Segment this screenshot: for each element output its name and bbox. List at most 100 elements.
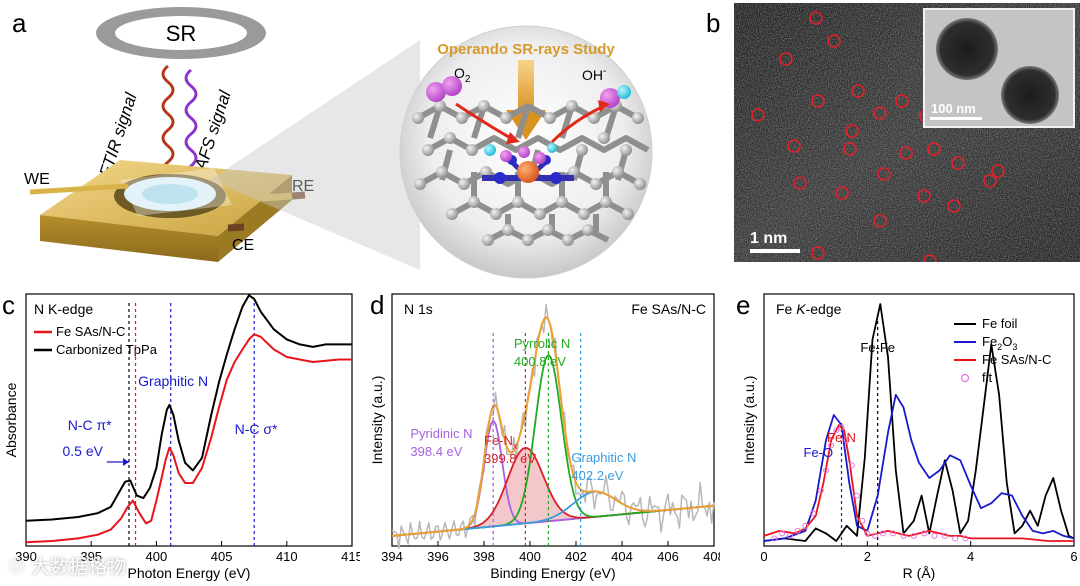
plot-frame — [25, 293, 353, 547]
panel-letter-b: b — [706, 8, 721, 38]
x-tick-label: 408 — [703, 549, 720, 564]
chart-e-fit-point — [817, 487, 824, 494]
chart-e-fit-point — [833, 427, 840, 434]
chart-e-fit-point — [864, 530, 871, 537]
legend-label-sub: 3 — [1012, 342, 1017, 352]
chart-d-peak-name: Graphitic N — [571, 450, 636, 465]
main-scale-label: 1 nm — [750, 230, 787, 247]
chart-e-fit-point — [872, 532, 879, 539]
x-axis-label: R (Å) — [903, 565, 936, 581]
inset-scale-label: 100 nm — [931, 101, 976, 116]
intermediate-molecules — [484, 143, 557, 164]
tem-image: 100 nm 1 nm — [734, 3, 1080, 262]
x-tick-label: 395 — [80, 549, 102, 564]
x-tick-label: 415 — [341, 549, 360, 564]
chart-e-fit-point — [779, 530, 786, 537]
re-label: RE — [292, 178, 314, 195]
chart-e-title-italic: K — [796, 301, 806, 317]
x-tick-label: 4 — [967, 549, 974, 564]
chart-d-peak-name-sub: x — [513, 441, 518, 451]
panel-letter-e: e — [736, 290, 751, 320]
y-axis-label: Absorbance — [3, 382, 19, 457]
chart-e-annotation-fe-n: Fe-N — [827, 430, 856, 445]
x-tick-label: 0 — [760, 549, 767, 564]
watermark-icon: ☉ — [8, 556, 26, 578]
ftir-wave — [161, 64, 175, 189]
x-tick-label: 6 — [1070, 549, 1077, 564]
x-tick-label: 400 — [519, 549, 541, 564]
scale-bar — [750, 249, 800, 253]
chart-c-annotation-nc-sigma: N-C σ* — [235, 421, 278, 437]
chart-e-fit-point — [771, 535, 778, 542]
chart-e-fit-point — [794, 527, 801, 534]
x-tick-label: 405 — [211, 549, 233, 564]
chart-e-fit-point — [879, 530, 886, 537]
chart-e-fit-point — [854, 492, 860, 499]
reaction-arrow-out — [550, 104, 605, 144]
sr-arrow — [506, 110, 546, 140]
ce-label: CE — [232, 237, 254, 254]
chart-e-series-line — [763, 424, 1074, 542]
chart-d-peak-name: Fe-Nx — [484, 433, 518, 451]
legend-label-rest: O — [1002, 334, 1012, 349]
chart-d: 394 396 398 400 402 404 406 408 Binding Energy (… — [369, 293, 720, 581]
panel-letter-c: c — [2, 290, 15, 320]
chart-c: 390 395 400 405 410 415 Photon Energy (eV) Abso… — [3, 293, 360, 581]
chart-c-annotation-graphitic: Graphitic N — [138, 373, 208, 389]
legend-label: Fe SAs/N-C — [56, 324, 125, 339]
chart-d-peak-value: 402.2 eV — [571, 468, 623, 483]
x-tick-label: 398 — [473, 549, 495, 564]
chart-d-peak-name: Pyridinic N — [410, 426, 472, 441]
chart-e-fit-point — [838, 424, 845, 431]
chart-d-raw-line — [391, 303, 715, 550]
chart-e: 0 2 4 6 R (Å) Intensity (a.u.) Fe K-edge Fe foi… — [741, 293, 1078, 581]
chart-e-fit-point — [952, 535, 959, 542]
x-tick-label: 390 — [15, 549, 37, 564]
chart-c-annotation-nc-pi: N-C π* — [68, 417, 112, 433]
chart-e-title: Fe K-edge — [776, 301, 842, 317]
o2-molecule — [426, 76, 462, 102]
chart-e-series-line — [763, 303, 1075, 542]
chart-e-fit-point — [900, 532, 907, 539]
panel-letter-a: a — [12, 8, 27, 38]
chart-e-annotation-fe-fe: Fe-Fe — [860, 340, 895, 355]
chart-c-title: N K-edge — [34, 301, 93, 317]
legend-label: Fe SAs/N-C — [982, 352, 1051, 367]
legend-label: Fe foil — [982, 316, 1018, 331]
legend-swatch — [960, 373, 970, 383]
cell-front — [40, 215, 218, 262]
panel-letter-d: d — [370, 290, 385, 320]
legend-label: Fe2O3 — [982, 334, 1017, 352]
chart-e-fit-point — [921, 530, 928, 537]
x-tick-label: 2 — [864, 549, 871, 564]
chart-d-sample-label: Fe SAs/N-C — [631, 301, 706, 317]
chart-c-series-line — [25, 294, 352, 522]
x-axis-label: Photon Energy (eV) — [128, 565, 251, 581]
chart-e-fit-point — [828, 442, 835, 449]
chart-c-series-line — [25, 333, 352, 544]
chart-e-fit-point — [890, 530, 897, 537]
operando-title: Operando SR-rays Study — [437, 41, 615, 58]
x-tick-label: 406 — [657, 549, 679, 564]
o2-label: O2 — [454, 65, 471, 85]
x-tick-label: 394 — [381, 549, 403, 564]
chart-e-fit-point — [859, 517, 866, 524]
chart-d-envelope-line — [391, 316, 715, 537]
x-tick-label: 402 — [565, 549, 587, 564]
fe-atom — [517, 161, 539, 183]
chart-d-title: N 1s — [404, 301, 433, 317]
legend-label: Carbonized TpPa — [56, 342, 158, 357]
sr-label: SR — [166, 21, 197, 46]
we-label: WE — [24, 171, 50, 188]
chart-e-fit-point — [941, 532, 948, 539]
single-atom-markers — [751, 11, 1005, 262]
chart-d-peak-line — [391, 446, 715, 537]
plot-frame — [763, 293, 1075, 547]
chart-d-peak-name: Pyrrolic N — [514, 336, 570, 351]
x-axis-label: Binding Energy (eV) — [490, 565, 615, 581]
watermark-text: 大数据格物 — [31, 556, 127, 578]
chart-e-fit-point — [848, 462, 855, 469]
x-tick-label: 404 — [611, 549, 633, 564]
chart-c-shift-arrowhead — [123, 458, 130, 466]
chart-c-annotation-shift: 0.5 eV — [63, 443, 104, 459]
